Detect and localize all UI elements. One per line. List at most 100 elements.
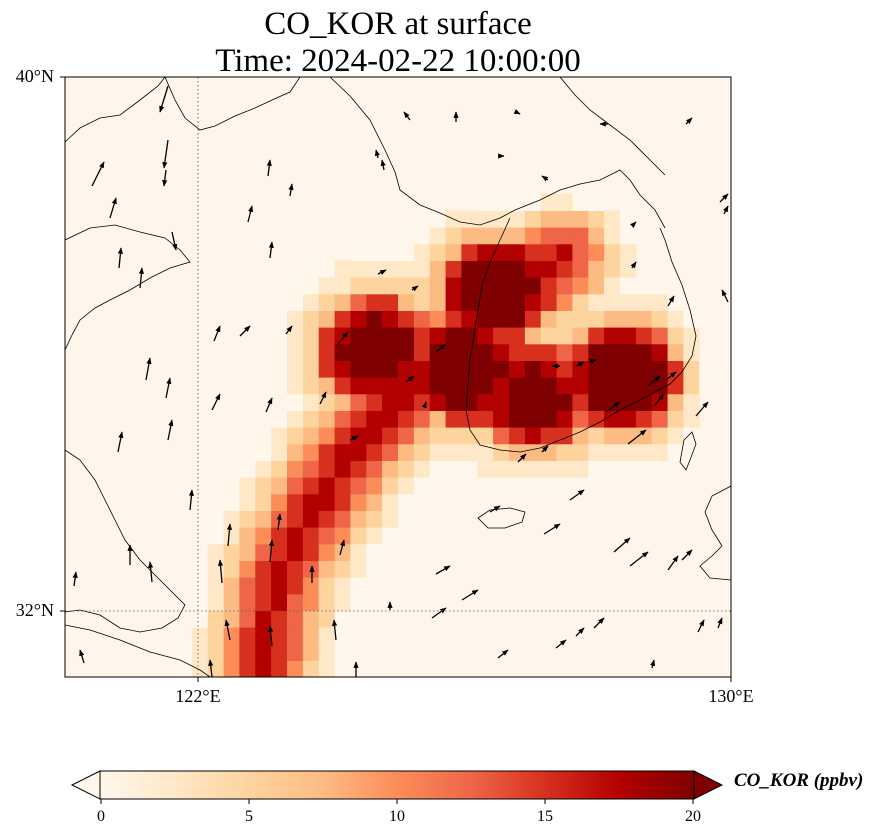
wind-arrow <box>266 159 272 177</box>
wind-arrow <box>374 149 380 159</box>
co-grid-cell <box>620 210 637 228</box>
co-grid-cell <box>588 460 605 478</box>
co-grid-cell <box>667 360 685 378</box>
co-grid-cell <box>382 310 399 328</box>
co-grid-cell <box>334 393 352 411</box>
co-grid-cell <box>239 577 256 595</box>
co-grid-cell <box>350 510 367 528</box>
co-grid-cell <box>540 443 558 461</box>
co-grid-cell <box>318 360 336 378</box>
wind-arrow <box>411 285 419 292</box>
co-grid-cell <box>477 427 494 445</box>
co-grid-cell <box>540 460 558 478</box>
co-grid-cell <box>207 627 225 645</box>
co-grid-cell <box>334 310 352 328</box>
wind-arrow <box>208 659 214 677</box>
co-grid-cell <box>683 293 700 311</box>
co-grid-cell <box>620 310 637 328</box>
co-grid-cell <box>540 427 558 445</box>
co-grid-cell <box>429 377 447 395</box>
wind-arrow <box>719 193 729 203</box>
co-grid-cell <box>604 343 621 361</box>
wind-arrow <box>435 343 447 353</box>
coastline-yangtze <box>65 624 211 677</box>
co-grid-cell <box>302 577 320 595</box>
wind-arrow <box>159 85 169 113</box>
co-grid-cell <box>334 543 352 561</box>
co-grid-cell <box>287 643 304 661</box>
wind-arrow <box>265 397 273 413</box>
co-grid-cell <box>651 277 669 295</box>
co-grid-cell <box>318 493 336 511</box>
wind-arrow <box>667 555 679 571</box>
co-grid-cell <box>191 643 209 661</box>
co-grid-cell <box>287 477 304 495</box>
co-grid-cell <box>524 227 542 245</box>
wind-arrow <box>575 361 585 367</box>
wind-arrow <box>513 109 521 115</box>
co-grid-cell <box>350 527 367 545</box>
co-grid-cell <box>413 327 431 345</box>
wind-arrow <box>247 205 254 223</box>
wind-arrow <box>267 625 274 647</box>
wind-arrow <box>685 117 693 125</box>
co-grid-cell <box>493 227 510 245</box>
co-grid-cell <box>556 343 574 361</box>
co-grid-cell <box>334 377 352 395</box>
wind-arrow <box>627 429 647 445</box>
co-grid-cell <box>445 293 463 311</box>
co-grid-cell <box>318 343 336 361</box>
co-grid-cell <box>350 443 367 461</box>
co-grid-cell <box>556 243 574 261</box>
colorbar-label: CO_KOR (ppbv) <box>734 770 864 791</box>
wind-arrow <box>667 295 675 307</box>
co-grid-cell <box>271 310 288 328</box>
co-grid-cell <box>524 210 542 228</box>
wind-arrow <box>717 617 723 629</box>
co-grid-cell <box>540 327 558 345</box>
co-grid-cell <box>493 377 510 395</box>
wind-arrow <box>630 221 637 228</box>
co-grid-cell <box>176 643 193 661</box>
co-grid-cell <box>429 227 447 245</box>
co-grid-cell <box>255 660 272 677</box>
co-grid-cell <box>588 393 605 411</box>
co-grid-cell <box>667 410 685 428</box>
co-grid-cell <box>667 377 685 395</box>
wind-arrow <box>138 267 145 289</box>
co-grid-cell <box>429 410 447 428</box>
co-grid-cell <box>398 460 415 478</box>
co-grid-cell <box>493 260 510 278</box>
co-grid-cell <box>429 210 447 228</box>
co-grid-cell <box>350 427 367 445</box>
co-grid-cell <box>556 210 574 228</box>
co-grid-cell <box>413 377 431 395</box>
co-grid-cell <box>318 577 336 595</box>
co-grid-cell <box>382 377 399 395</box>
co-grid-cell <box>556 360 574 378</box>
colorbar-extend-min <box>70 770 101 800</box>
co-grid-cell <box>366 477 383 495</box>
wind-arrow <box>647 375 661 387</box>
co-grid-cell <box>556 443 574 461</box>
co-grid-cell <box>651 460 669 478</box>
co-grid-cell <box>239 510 256 528</box>
co-grid-cell <box>509 377 526 395</box>
wind-arrow <box>226 523 233 547</box>
co-grid-cell <box>366 443 383 461</box>
co-grid-cell <box>429 443 447 461</box>
co-grid-cell <box>398 427 415 445</box>
co-grid-cell <box>556 393 574 411</box>
wind-arrow <box>162 139 169 169</box>
co-grid-cell <box>572 243 589 261</box>
wind-arrow <box>268 539 275 563</box>
co-grid-cell <box>524 460 542 478</box>
co-grid-cell <box>318 260 336 278</box>
co-grid-cell <box>302 493 320 511</box>
co-grid-cell <box>413 427 431 445</box>
co-grid-cell <box>445 327 463 345</box>
co-grid-cell <box>302 477 320 495</box>
wind-arrow <box>239 325 251 337</box>
co-grid-cell <box>366 243 383 261</box>
